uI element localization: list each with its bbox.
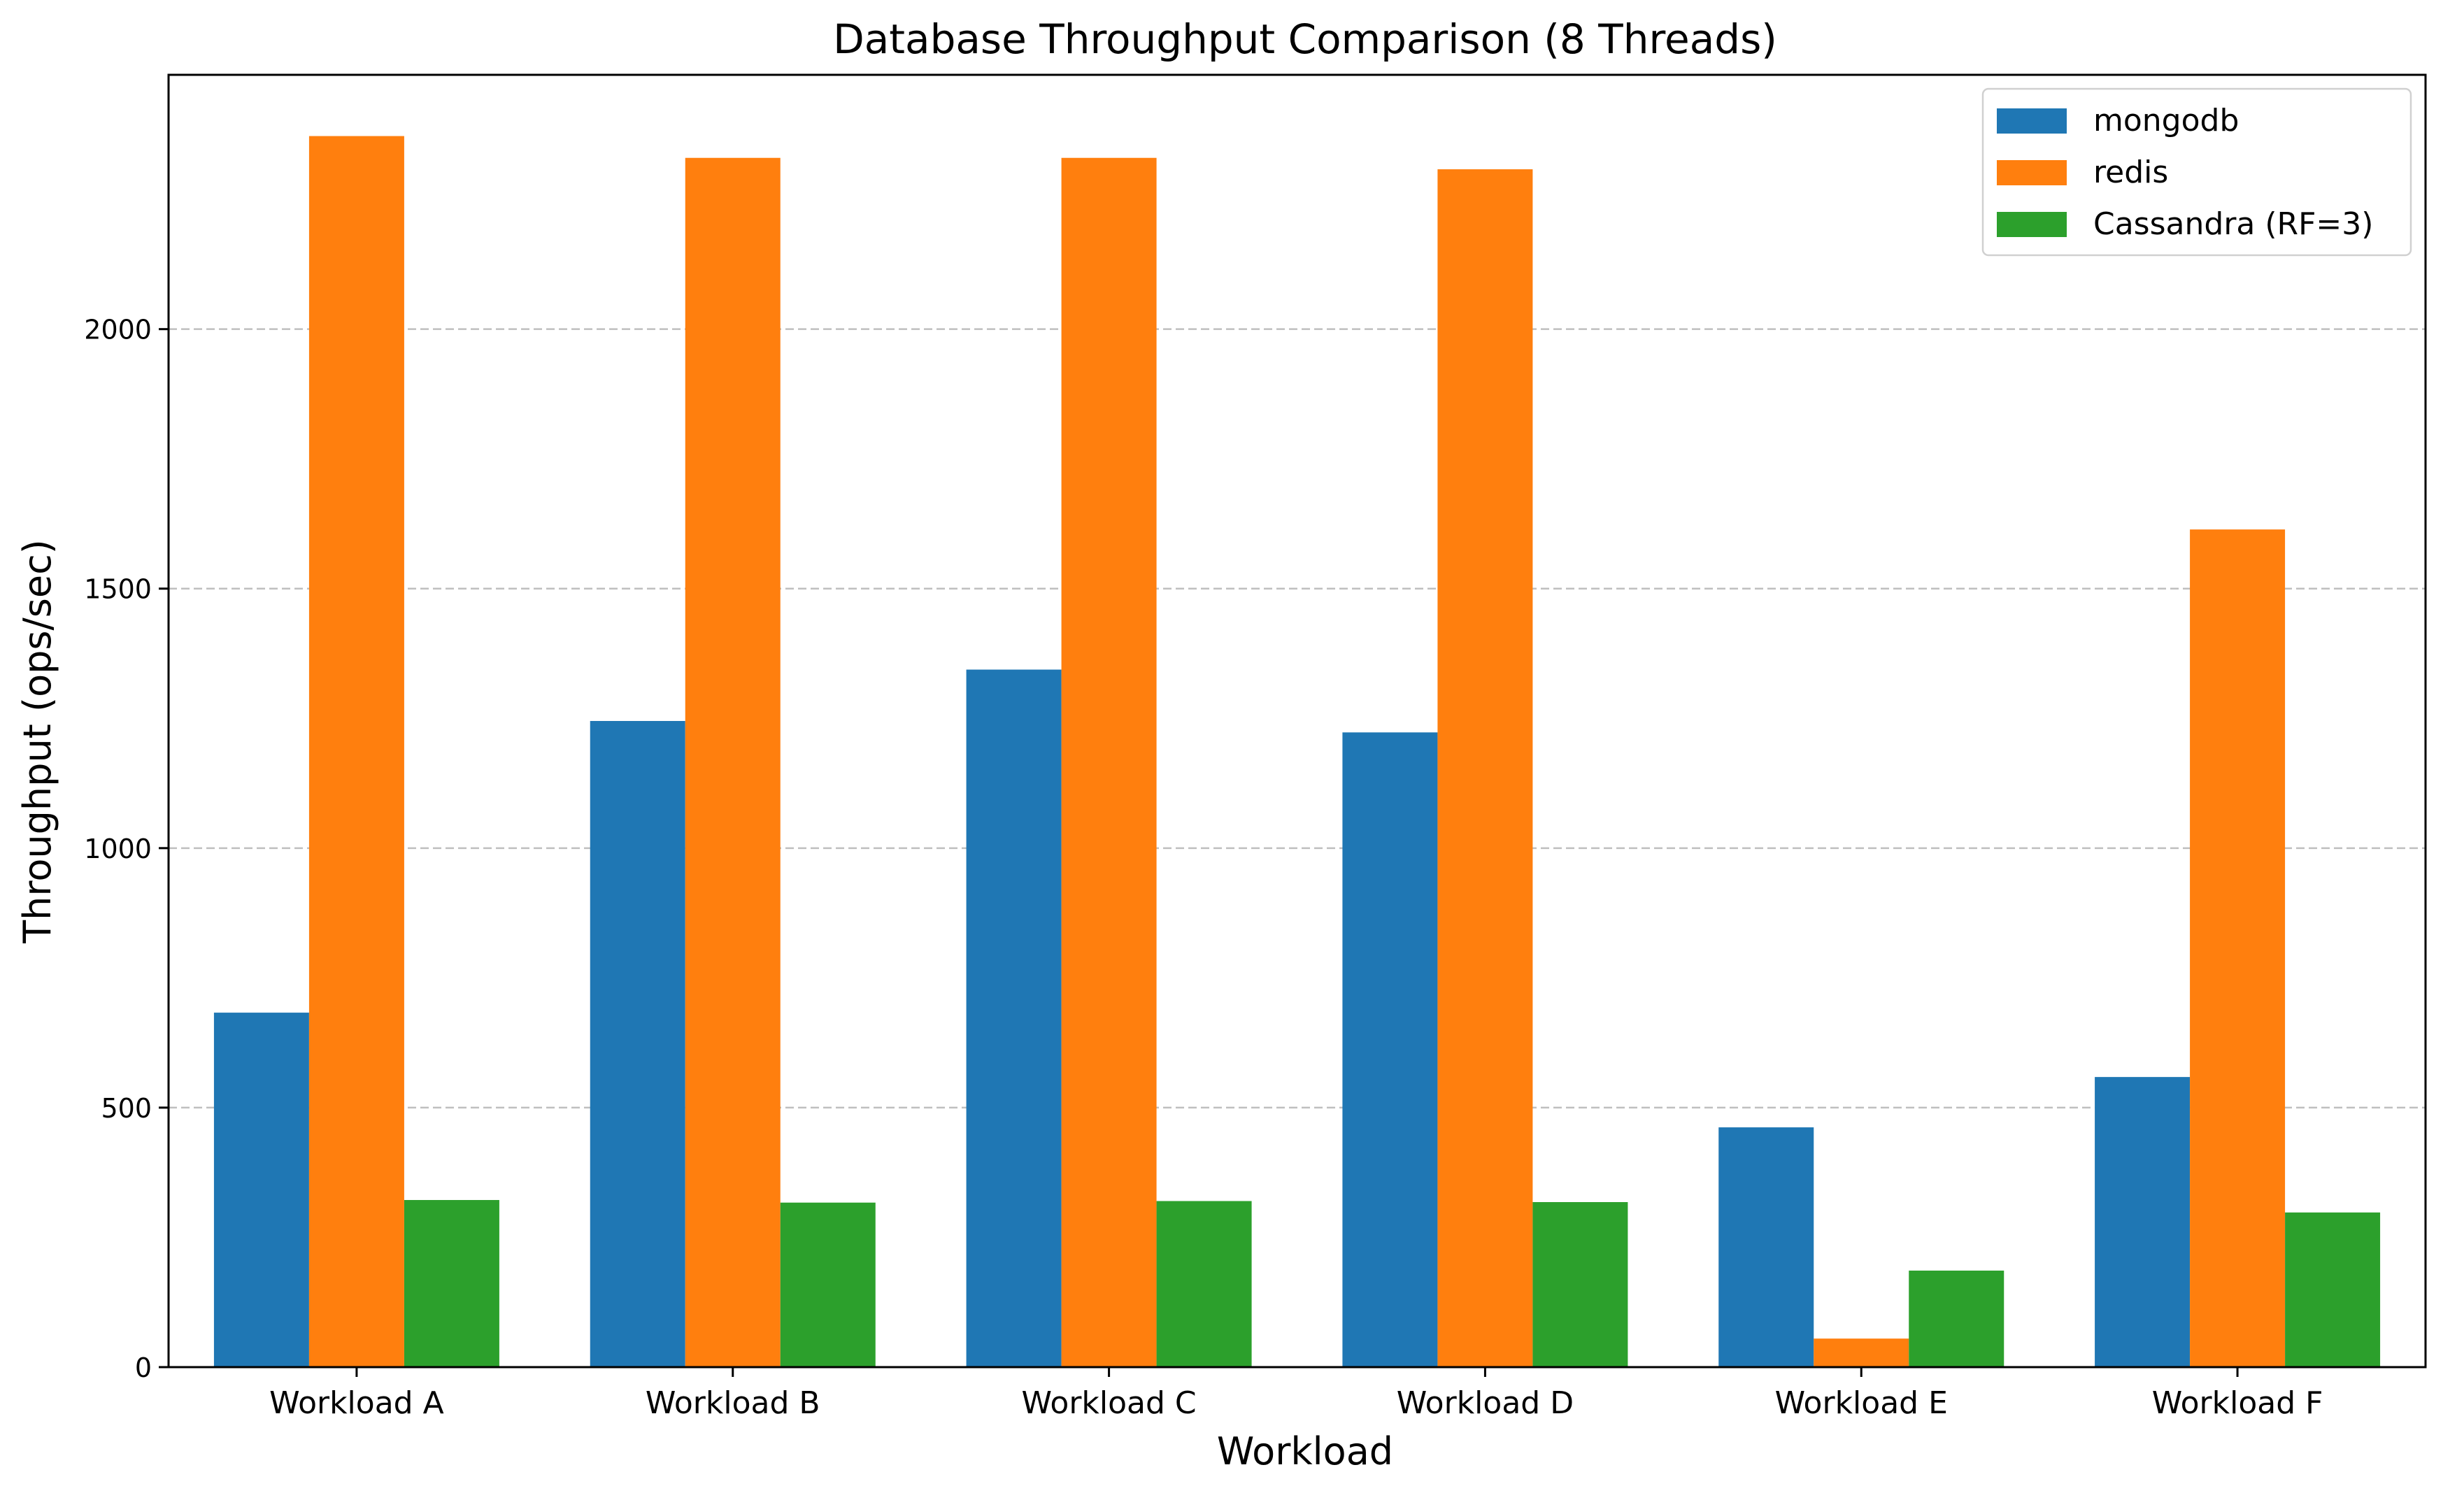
y-tick-label: 0	[135, 1352, 152, 1383]
bar-redis-4	[1437, 169, 1533, 1367]
bar-cassandra-rf-3-2	[780, 1202, 876, 1367]
legend-box	[1981, 87, 2412, 257]
bar-redis-5	[1814, 1338, 1909, 1367]
x-tick-label: Workload B	[646, 1385, 820, 1421]
legend-swatch	[1997, 212, 2067, 237]
x-tick-label: Workload F	[2152, 1385, 2323, 1421]
bar-cassandra-rf-3-1	[404, 1200, 499, 1367]
y-axis-title: Throughput (ops/sec)	[15, 539, 59, 944]
x-tick-label: Workload E	[1775, 1385, 1948, 1421]
bar-mongodb-1	[213, 1013, 309, 1367]
bar-redis-2	[685, 157, 781, 1368]
x-tick-label: Workload C	[1021, 1385, 1196, 1421]
bar-cassandra-rf-3-4	[1532, 1201, 1628, 1367]
bar-mongodb-3	[966, 669, 1062, 1367]
bar-mongodb-4	[1342, 732, 1438, 1367]
bar-redis-3	[1061, 157, 1157, 1368]
legend-label: Cassandra (RF=3)	[2093, 206, 2373, 242]
chart-title: Database Throughput Comparison (8 Thread…	[833, 15, 1777, 63]
bar-redis-1	[308, 136, 404, 1367]
plot-frame	[167, 73, 2427, 1369]
bar-cassandra-rf-3-6	[2285, 1212, 2381, 1367]
legend-label: redis	[2093, 155, 2168, 190]
bar-cassandra-rf-3-5	[1909, 1270, 2004, 1367]
bar-mongodb-6	[2095, 1077, 2191, 1367]
x-axis-title: Workload	[1217, 1429, 1393, 1473]
legend-swatch	[1997, 108, 2067, 134]
y-tick-label: 1000	[84, 834, 152, 864]
x-tick-label: Workload D	[1397, 1385, 1574, 1421]
y-tick-label: 500	[101, 1093, 152, 1124]
bar-mongodb-5	[1718, 1127, 1814, 1367]
legend-swatch	[1997, 160, 2067, 185]
bar-redis-6	[2190, 529, 2286, 1367]
x-tick-label: Workload A	[269, 1385, 444, 1421]
bar-cassandra-rf-3-3	[1156, 1201, 1252, 1367]
grid-lines	[169, 328, 2426, 1109]
legend: mongodb redis Cassandra (RF=3)	[1981, 87, 2412, 257]
y-tick-label: 2000	[84, 315, 152, 345]
y-axis: 0 500 1000 1500 2000	[84, 315, 169, 1383]
bars	[213, 136, 2381, 1368]
bar-mongodb-2	[590, 721, 685, 1367]
legend-label: mongodb	[2093, 103, 2239, 138]
x-axis: Workload A Workload B Workload C Workload D…	[269, 1367, 2323, 1421]
y-tick-label: 1500	[84, 574, 152, 605]
